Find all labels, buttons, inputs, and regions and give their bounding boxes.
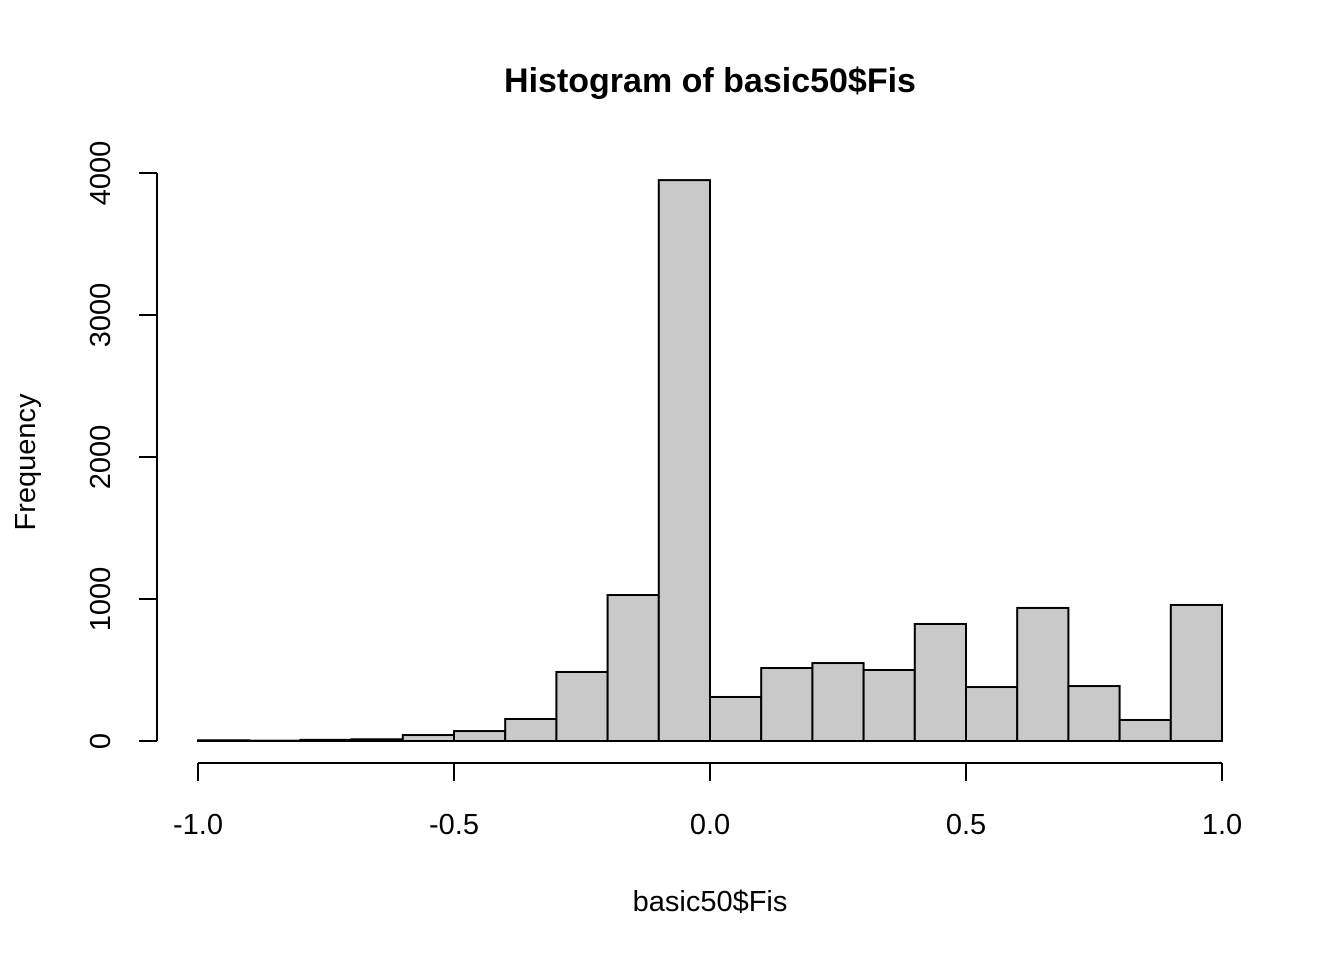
bar — [657, 179, 711, 743]
y-tick-label: 0 — [85, 733, 117, 749]
bar — [197, 739, 251, 742]
bar — [1067, 685, 1121, 743]
bar — [504, 717, 558, 742]
bar — [862, 669, 916, 742]
x-tick-label: 1.0 — [1202, 809, 1242, 841]
bar — [299, 738, 353, 743]
bar — [811, 662, 865, 742]
x-tick-label: 0.0 — [690, 809, 730, 841]
bar — [606, 594, 660, 742]
x-tick-label: -1.0 — [173, 809, 223, 841]
x-axis-label: basic50$Fis — [633, 886, 788, 918]
bar — [1118, 718, 1172, 743]
bar — [350, 738, 404, 743]
y-tick-label: 4000 — [85, 141, 117, 206]
bar — [965, 686, 1019, 742]
bar — [1169, 603, 1224, 742]
chart-title: Histogram of basic50$Fis — [504, 62, 916, 100]
y-axis-label: Frequency — [10, 393, 42, 531]
bar — [913, 622, 967, 743]
x-tick-label: -0.5 — [429, 809, 479, 841]
bar — [453, 730, 507, 742]
y-tick-label: 1000 — [85, 567, 117, 632]
bar — [709, 695, 763, 742]
bar — [1016, 606, 1070, 742]
x-tick-label: 0.5 — [946, 809, 986, 841]
y-tick-label: 2000 — [85, 425, 117, 490]
bar — [555, 670, 609, 742]
y-tick-label: 3000 — [85, 283, 117, 348]
bar — [401, 734, 455, 743]
bar — [760, 667, 814, 743]
